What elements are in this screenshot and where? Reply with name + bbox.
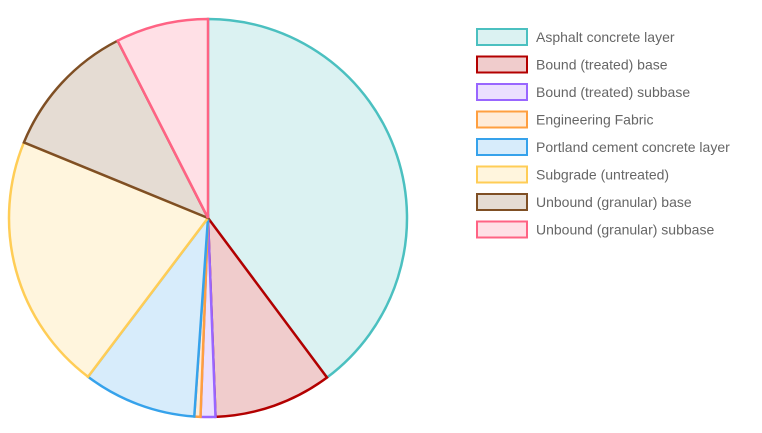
legend-label: Unbound (granular) base — [536, 194, 692, 210]
legend-item[interactable]: Unbound (granular) subbase — [476, 220, 714, 239]
legend-swatch — [476, 138, 528, 156]
pie-slices — [7, 17, 409, 419]
legend-label: Bound (treated) base — [536, 57, 668, 73]
legend-item[interactable]: Unbound (granular) base — [476, 193, 692, 211]
legend-item[interactable]: Portland cement concrete layer — [476, 138, 730, 156]
legend-item[interactable]: Engineering Fabric — [476, 110, 654, 129]
pie-slice-subgrade-untreated[interactable] — [7, 140, 210, 379]
legend: Asphalt concrete layer Bound (treated) ba… — [476, 28, 730, 239]
pie-slice-unbound-granular-subbase[interactable] — [115, 17, 210, 219]
legend-item[interactable]: Bound (treated) base — [476, 55, 668, 74]
legend-label: Subgrade (untreated) — [536, 167, 669, 183]
legend-swatch — [476, 83, 528, 101]
legend-swatch — [476, 220, 528, 239]
legend-label: Bound (treated) subbase — [536, 84, 690, 100]
legend-swatch — [476, 165, 528, 184]
legend-label: Portland cement concrete layer — [536, 139, 730, 155]
legend-item[interactable]: Subgrade (untreated) — [476, 165, 669, 184]
legend-label: Unbound (granular) subbase — [536, 222, 714, 238]
legend-label: Engineering Fabric — [536, 112, 654, 128]
legend-item[interactable]: Asphalt concrete layer — [476, 28, 675, 46]
pie-slice-bound-treated-base[interactable] — [206, 214, 329, 419]
pie-slice-portland-cement-concrete-layer[interactable] — [86, 213, 210, 418]
legend-item[interactable]: Bound (treated) subbase — [476, 83, 690, 101]
legend-swatch — [476, 28, 528, 46]
legend-label: Asphalt concrete layer — [536, 29, 675, 45]
pie-slice-asphalt-concrete-layer[interactable] — [206, 17, 409, 380]
legend-swatch — [476, 55, 528, 74]
legend-swatch — [476, 193, 528, 211]
pie-slice-unbound-granular-base[interactable] — [22, 39, 211, 221]
legend-swatch — [476, 110, 528, 129]
